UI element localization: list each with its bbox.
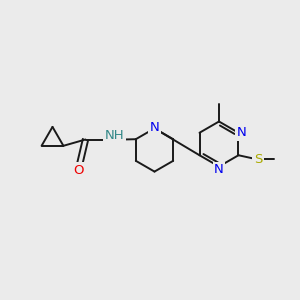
- Text: NH: NH: [105, 129, 124, 142]
- Text: N: N: [237, 126, 246, 139]
- Text: N: N: [214, 163, 224, 176]
- Text: O: O: [73, 164, 83, 177]
- Text: N: N: [150, 121, 159, 134]
- Text: S: S: [254, 153, 262, 166]
